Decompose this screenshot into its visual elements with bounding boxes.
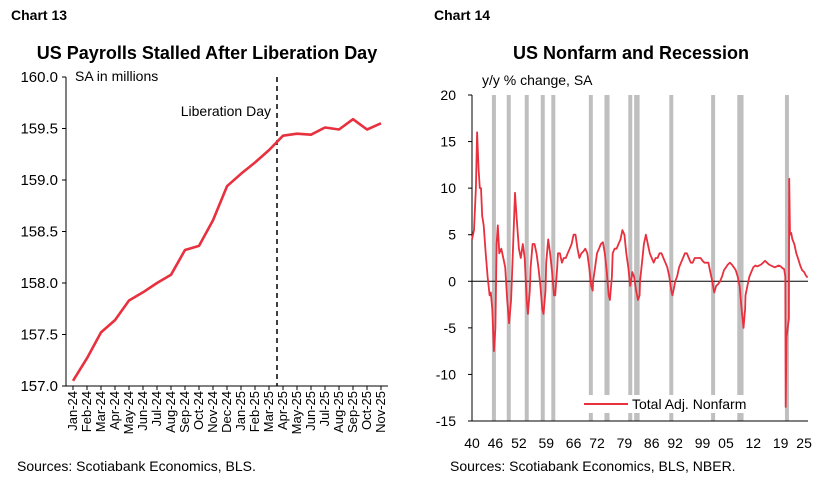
chart-13-x-tick-label: Jul-24 (149, 391, 164, 426)
chart-13-x-tick-label: Sep-24 (177, 391, 192, 433)
chart-14-y-tick-label: 5 (448, 227, 456, 243)
chart-14-x-tick-label: 86 (644, 435, 660, 451)
chart-13-y-tick-label: 158.5 (20, 224, 58, 241)
chart-14-x-tick-label: 92 (667, 435, 683, 451)
chart-13-x-tick-label: Mar-24 (93, 391, 108, 432)
chart-14-x-tick-label: 99 (695, 435, 711, 451)
chart-14-y-tick-label: -5 (444, 320, 457, 336)
recession-band (784, 95, 789, 421)
chart-14-x-tick-label: 59 (538, 435, 554, 451)
chart-13-x-tick-label: Jan-25 (233, 391, 248, 431)
chart-14-y-tick-label: -15 (436, 413, 456, 429)
chart-14-x-tick-label: 79 (617, 435, 633, 451)
recession-band (634, 95, 640, 421)
chart-14-number: Chart 14 (434, 7, 491, 23)
chart-14-y-tick-label: 10 (440, 180, 456, 196)
chart-13-x-tick-label: Jan-24 (65, 391, 80, 431)
chart-13-x-tick-label: Sep-25 (345, 391, 360, 433)
chart-13-x-tick-label: Jun-24 (135, 391, 150, 431)
chart-14-source: Sources: Scotiabank Economics, BLS, NBER… (450, 458, 736, 474)
chart-13-y-tick-label: 160.0 (20, 69, 58, 86)
recession-band (669, 95, 674, 421)
chart-14-y-tick-label: 20 (440, 87, 456, 103)
chart-13-title: US Payrolls Stalled After Liberation Day (36, 43, 378, 63)
chart-13-y-tick-label: 159.5 (20, 121, 58, 138)
chart-13-x-tick-label: May-25 (289, 391, 304, 434)
chart-14-legend-box (582, 395, 770, 413)
chart-13-y-tick-label: 157.5 (20, 327, 58, 344)
chart-13-x-tick-label: Oct-24 (191, 391, 206, 430)
chart-14-x-tick-label: 05 (718, 435, 734, 451)
chart-13-x-tick-label: Nov-24 (205, 391, 220, 433)
chart-14-x-tick-label: 12 (746, 435, 762, 451)
chart-13-number: Chart 13 (11, 7, 68, 23)
chart-13-x-tick-label: Aug-24 (163, 391, 178, 433)
chart-14-x-tick-label: 19 (773, 435, 789, 451)
recession-band (551, 95, 556, 421)
chart-14-x-tick-label: 25 (796, 435, 812, 451)
chart-13-x-tick-label: Mar-25 (261, 391, 276, 432)
chart-13-x-tick-label: Nov-25 (373, 391, 388, 433)
chart-13-plot: 157.0 157.5 158.0 158.5 159.0 159.5 160.0 Jan-2… (20, 69, 388, 434)
chart-13-payrolls-line (71, 117, 382, 382)
chart-14-x-tick-label: 40 (464, 435, 480, 451)
chart-13-x-tick-label: Dec-24 (219, 391, 234, 433)
chart-14-x-tick-label: 66 (566, 435, 582, 451)
chart-13-x-tick-label: May-24 (121, 391, 136, 434)
chart-14-title: US Nonfarm and Recession (512, 43, 750, 63)
chart-13-x-tick-label: Apr-25 (275, 391, 290, 430)
chart-14-y-tick-label: -10 (436, 366, 456, 382)
chart-14-legend-label: Total Adj. Nonfarm (632, 396, 746, 412)
chart-14-y-tick-label: 15 (440, 134, 456, 150)
chart-13-x-tick-label: Jun-25 (303, 391, 318, 431)
recession-band (737, 95, 744, 421)
recession-band (524, 95, 529, 421)
recession-band (506, 95, 511, 421)
chart-13-y-tick-label: 159.0 (20, 172, 58, 189)
chart-13-x-tick-label: Feb-24 (79, 391, 94, 432)
chart-13-subtitle: SA in millions (75, 68, 159, 84)
chart-14-x-tick-label: 46 (488, 435, 504, 451)
chart-14-nonfarm-line (471, 131, 809, 408)
liberation-day-label: Liberation Day (181, 103, 271, 119)
chart-13-y-tick-label: 157.0 (20, 378, 58, 395)
chart-13-y-tick-label: 158.0 (20, 275, 58, 292)
recession-band (604, 95, 610, 421)
recession-band (540, 95, 545, 421)
chart-14-subtitle: y/y % change, SA (482, 72, 593, 88)
recession-band (628, 95, 633, 421)
chart-14-x-tick-label: 72 (589, 435, 605, 451)
chart-13-x-tick-label: Feb-25 (247, 391, 262, 432)
recession-band (588, 95, 593, 421)
chart-14-x-tick-label: 52 (511, 435, 527, 451)
chart-13-x-tick-label: Jul-25 (317, 391, 332, 426)
recession-band (491, 95, 496, 421)
chart-14-y-tick-label: 0 (448, 273, 456, 289)
chart-13-x-tick-label: Aug-25 (331, 391, 346, 433)
chart-13-source: Sources: Scotiabank Economics, BLS. (17, 458, 256, 474)
chart-13-x-tick-label: Apr-24 (107, 391, 122, 430)
recession-band (711, 95, 716, 421)
chart-13-x-tick-label: Oct-25 (359, 391, 374, 430)
